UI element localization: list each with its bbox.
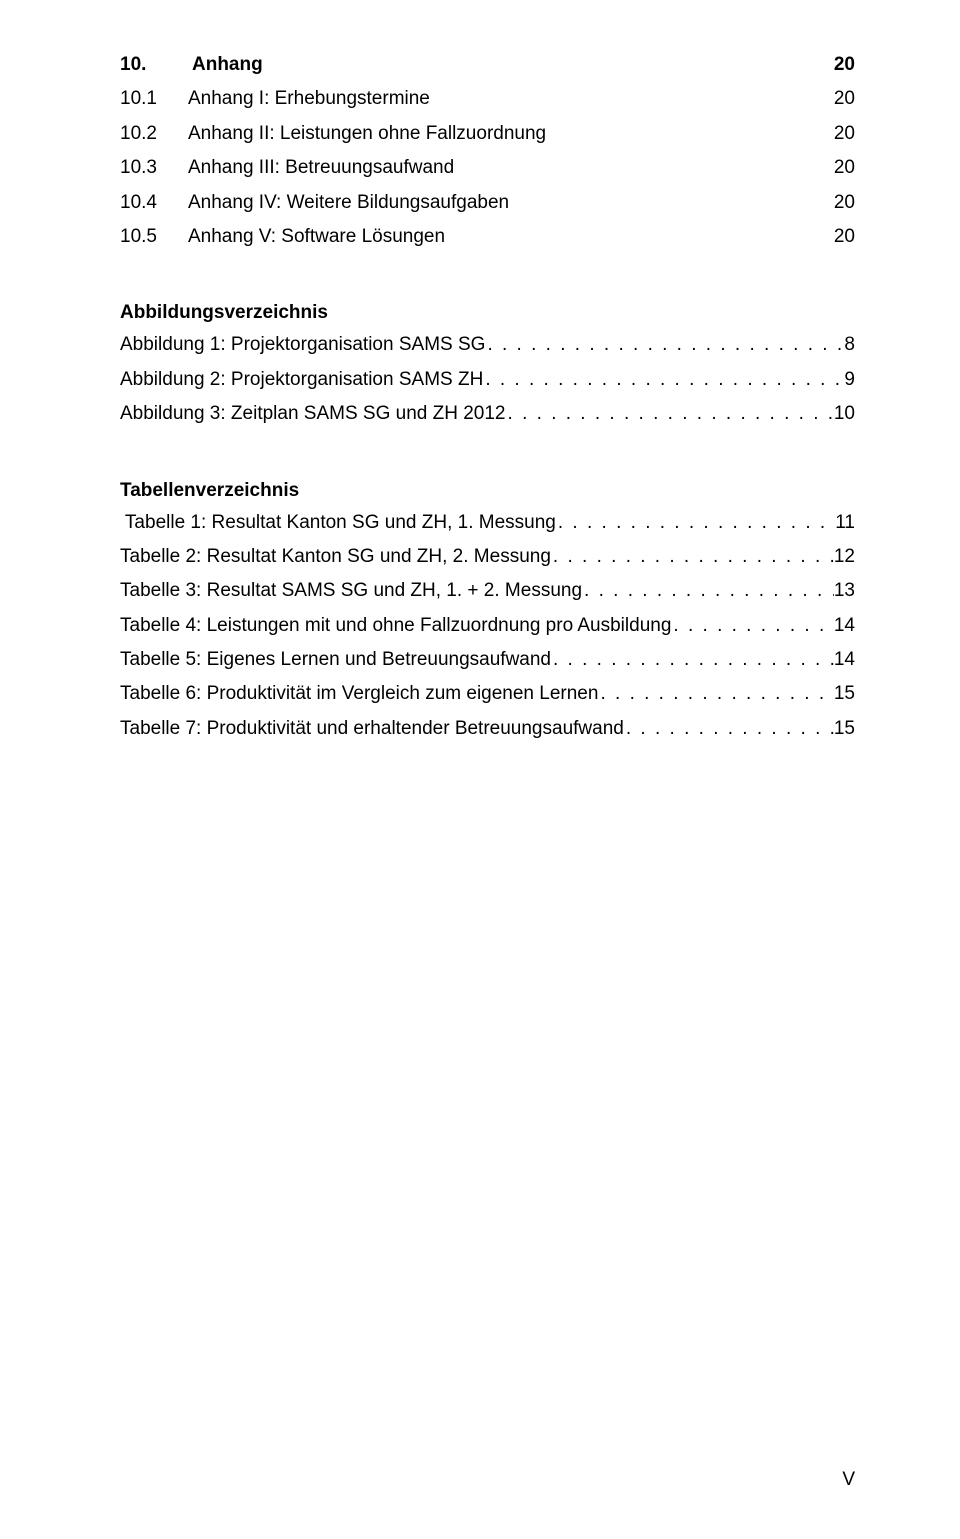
dot-leader: . . . . . . . . . . . . . . . . . . . . … xyxy=(506,399,834,429)
toc-page: 20 xyxy=(834,119,855,149)
toc-page: 20 xyxy=(834,188,855,218)
list-item-page: 8 xyxy=(844,330,855,360)
toc-num: 10.3 xyxy=(120,153,188,183)
list-item-page: 12 xyxy=(834,542,855,572)
toc-num: 10.2 xyxy=(120,119,188,149)
list-item: Tabelle 5: Eigenes Lernen und Betreuungs… xyxy=(120,645,855,675)
abbildungen-heading: Abbildungsverzeichnis xyxy=(120,302,855,324)
toc-num: 10.5 xyxy=(120,222,188,252)
list-item-page: 15 xyxy=(834,714,855,744)
toc-label: Anhang V: Software Lösungen xyxy=(188,222,445,252)
list-item: Tabelle 6: Produktivität im Vergleich zu… xyxy=(120,679,855,709)
toc-page: 20 xyxy=(834,84,855,114)
toc-line: 10.2Anhang II: Leistungen ohne Fallzuord… xyxy=(120,119,855,149)
toc-line: 10.3Anhang III: Betreuungsaufwand 20 xyxy=(120,153,855,183)
dot-leader: . . . . . . . . . . . . . . . . . . . . … xyxy=(551,542,834,572)
list-item: Tabelle 4: Leistungen mit und ohne Fallz… xyxy=(120,611,855,641)
toc-num: 10.4 xyxy=(120,188,188,218)
list-item-label: Tabelle 2: Resultat Kanton SG und ZH, 2.… xyxy=(120,542,551,572)
toc-num: 10.1 xyxy=(120,84,188,114)
tabellen-section: Tabellenverzeichnis Tabelle 1: Resultat … xyxy=(120,480,855,745)
list-item: Tabelle 3: Resultat SAMS SG und ZH, 1. +… xyxy=(120,576,855,606)
toc-line: 10.1Anhang I: Erhebungstermine 20 xyxy=(120,84,855,114)
list-item-page: 14 xyxy=(834,645,855,675)
list-item-page: 9 xyxy=(844,365,855,395)
list-item-label: Tabelle 4: Leistungen mit und ohne Fallz… xyxy=(120,611,671,641)
list-item-label: Tabelle 7: Produktivität und erhaltender… xyxy=(120,714,624,744)
tabellen-list: Tabelle 1: Resultat Kanton SG und ZH, 1.… xyxy=(120,508,855,745)
list-item-label: Abbildung 1: Projektorganisation SAMS SG xyxy=(120,330,485,360)
list-item-label: Tabelle 6: Produktivität im Vergleich zu… xyxy=(120,679,598,709)
tabellen-heading: Tabellenverzeichnis xyxy=(120,480,855,502)
toc-section: 10.Anhang2010.1Anhang I: Erhebungstermin… xyxy=(120,50,855,252)
abbildungen-section: Abbildungsverzeichnis Abbildung 1: Proje… xyxy=(120,302,855,429)
toc-label: Anhang I: Erhebungstermine xyxy=(188,84,430,114)
list-item-label: Tabelle 1: Resultat Kanton SG und ZH, 1.… xyxy=(120,508,556,538)
list-item-page: 13 xyxy=(834,576,855,606)
toc-label: Anhang IV: Weitere Bildungsaufgaben xyxy=(188,188,509,218)
dot-leader: . . . . . . . . . . . . . . . . . . . . … xyxy=(624,714,834,744)
list-item-label: Tabelle 3: Resultat SAMS SG und ZH, 1. +… xyxy=(120,576,582,606)
toc-line: 10.5Anhang V: Software Lösungen 20 xyxy=(120,222,855,252)
toc-label: Anhang II: Leistungen ohne Fallzuordnung xyxy=(188,119,546,149)
list-item-label: Abbildung 3: Zeitplan SAMS SG und ZH 201… xyxy=(120,399,506,429)
toc-page: 20 xyxy=(834,50,855,80)
toc-page: 20 xyxy=(834,222,855,252)
toc-num: 10. xyxy=(120,50,192,80)
list-item: Abbildung 1: Projektorganisation SAMS SG… xyxy=(120,330,855,360)
list-item: Abbildung 3: Zeitplan SAMS SG und ZH 201… xyxy=(120,399,855,429)
dot-leader: . . . . . . . . . . . . . . . . . . . . … xyxy=(551,645,834,675)
list-item-label: Tabelle 5: Eigenes Lernen und Betreuungs… xyxy=(120,645,551,675)
dot-leader: . . . . . . . . . . . . . . . . . . . . … xyxy=(598,679,833,709)
toc-page: 20 xyxy=(834,153,855,183)
toc-label: Anhang xyxy=(192,50,263,80)
list-item: Tabelle 7: Produktivität und erhaltender… xyxy=(120,714,855,744)
page-number-footer: V xyxy=(842,1469,855,1491)
toc-line: 10.Anhang 20 xyxy=(120,50,855,80)
toc-label: Anhang III: Betreuungsaufwand xyxy=(188,153,454,183)
list-item: Tabelle 1: Resultat Kanton SG und ZH, 1.… xyxy=(120,508,855,538)
dot-leader: . . . . . . . . . . . . . . . . . . . . … xyxy=(485,330,844,360)
abbildungen-list: Abbildung 1: Projektorganisation SAMS SG… xyxy=(120,330,855,429)
dot-leader: . . . . . . . . . . . . . . . . . . . . … xyxy=(582,576,834,606)
list-item-page: 14 xyxy=(834,611,855,641)
dot-leader: . . . . . . . . . . . . . . . . . . . . … xyxy=(671,611,833,641)
dot-leader: . . . . . . . . . . . . . . . . . . . . … xyxy=(483,365,844,395)
toc-line: 10.4Anhang IV: Weitere Bildungsaufgaben 2… xyxy=(120,188,855,218)
list-item-page: 11 xyxy=(835,508,855,538)
list-item: Abbildung 2: Projektorganisation SAMS ZH… xyxy=(120,365,855,395)
list-item-label: Abbildung 2: Projektorganisation SAMS ZH xyxy=(120,365,483,395)
dot-leader: . . . . . . . . . . . . . . . . . . . . … xyxy=(556,508,835,538)
list-item-page: 10 xyxy=(834,399,855,429)
list-item: Tabelle 2: Resultat Kanton SG und ZH, 2.… xyxy=(120,542,855,572)
list-item-page: 15 xyxy=(834,679,855,709)
